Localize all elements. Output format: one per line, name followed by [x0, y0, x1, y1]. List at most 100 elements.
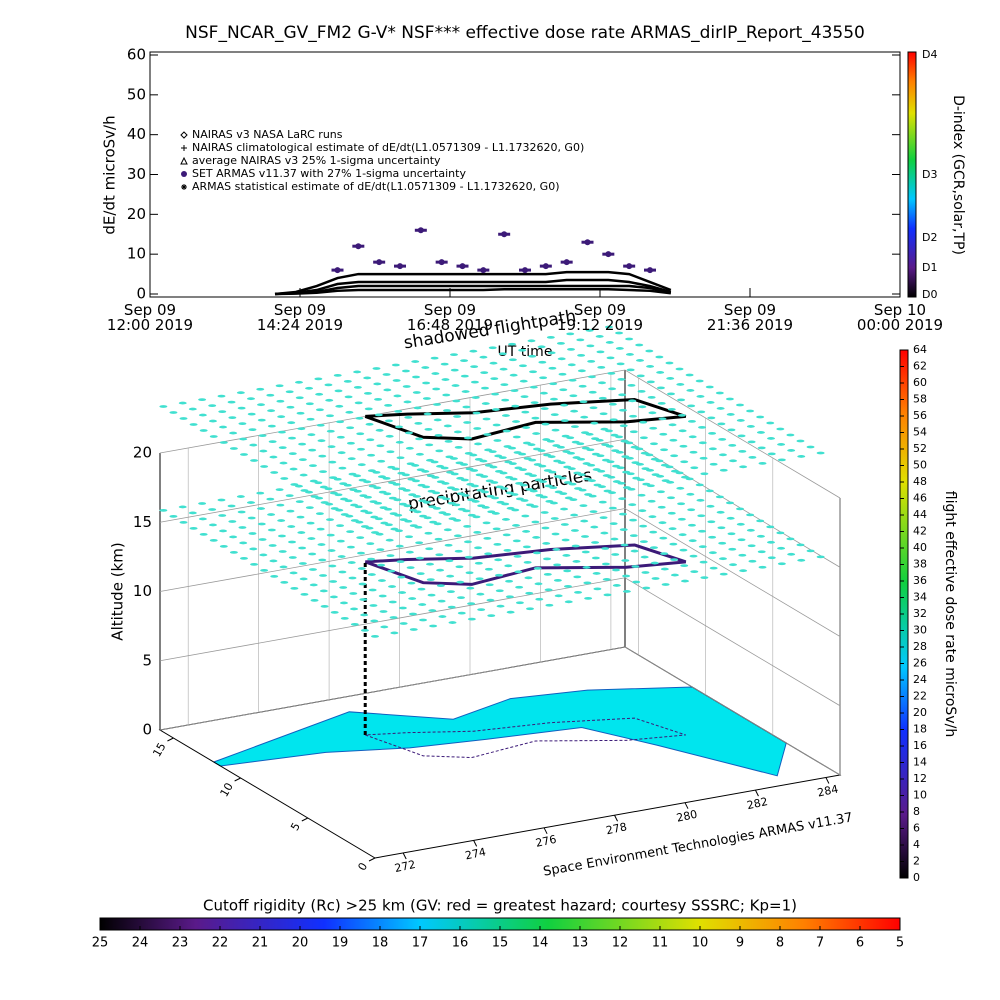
particle: [326, 518, 334, 522]
particle: [532, 551, 541, 555]
marker: [501, 231, 508, 238]
particle: [686, 389, 695, 392]
particle: [472, 411, 481, 415]
particle: [618, 393, 627, 397]
particle: [584, 596, 593, 600]
particle: [510, 493, 519, 496]
particle: [586, 344, 595, 348]
particle: [606, 460, 615, 464]
particle: [697, 514, 706, 518]
particle: [466, 586, 475, 590]
particle: [718, 557, 727, 561]
particle: [690, 570, 699, 574]
particle: [570, 529, 579, 532]
particle: [346, 545, 355, 549]
particle: [498, 352, 507, 356]
particle: [681, 579, 689, 583]
particle: [425, 443, 434, 447]
particle: [394, 529, 403, 533]
x-tick: [755, 789, 759, 797]
particle: [423, 412, 432, 416]
particle: [317, 439, 326, 443]
particle: [585, 432, 594, 436]
particle: [532, 536, 541, 539]
dindex-label: D0: [922, 288, 937, 301]
particle: [179, 521, 188, 524]
particle: [588, 494, 597, 498]
particle: [738, 553, 747, 557]
particle: [505, 595, 514, 599]
particle: [426, 578, 435, 582]
marker: [626, 263, 633, 270]
particle: [816, 451, 825, 455]
particle: [577, 473, 586, 477]
colorbar-label: 50: [913, 459, 927, 472]
particle: [777, 443, 786, 446]
particle: [445, 559, 454, 563]
particle: [413, 510, 422, 514]
particle: [443, 424, 452, 428]
particle: [346, 530, 355, 534]
particle: [579, 400, 588, 404]
particle: [479, 459, 488, 463]
particle: [422, 381, 431, 385]
particle: [308, 568, 317, 571]
particle: [229, 431, 238, 435]
z-tick-label: 15: [133, 513, 152, 531]
particle: [449, 353, 458, 357]
particle: [453, 518, 462, 522]
particle: [329, 580, 338, 583]
particle: [451, 384, 460, 387]
particle: [355, 416, 364, 420]
particle: [461, 494, 470, 497]
particle: [336, 420, 345, 424]
colorbar-label: 2: [913, 855, 920, 868]
particle: [605, 444, 614, 448]
particle: [679, 444, 688, 448]
particle: [640, 555, 649, 559]
particle: [319, 589, 328, 593]
marker: [459, 263, 466, 270]
particle: [738, 449, 747, 453]
particle: [501, 398, 510, 402]
particle: [248, 428, 257, 432]
particle: [767, 437, 776, 440]
particle: [659, 432, 668, 436]
particle: [278, 446, 287, 450]
particle: [287, 525, 296, 528]
particle: [686, 492, 695, 496]
colorbar-label: 10: [913, 789, 927, 802]
particle: [249, 547, 258, 551]
particle: [607, 475, 616, 479]
particle: [508, 462, 517, 466]
particle: [589, 406, 598, 410]
particle: [537, 449, 546, 453]
particle: [572, 560, 581, 563]
particle: [432, 506, 441, 510]
particle: [471, 396, 480, 399]
particle: [219, 441, 228, 444]
particle: [219, 545, 228, 548]
particle: [250, 459, 259, 462]
particle: [519, 483, 528, 487]
particle: [457, 596, 466, 600]
colorbar-label: 32: [913, 607, 927, 620]
particle: [514, 570, 523, 574]
particle: [328, 460, 337, 464]
particle: [405, 431, 414, 435]
particle: [460, 374, 469, 378]
colorbar-label: 64: [913, 343, 927, 356]
particle: [267, 424, 276, 428]
colorbar-label: 22: [913, 690, 927, 703]
particle: [239, 437, 248, 441]
marker: [334, 267, 341, 274]
particle: [219, 529, 228, 533]
particle: [776, 531, 785, 535]
particle: [474, 561, 483, 565]
particle: [294, 484, 303, 488]
particle: [512, 524, 521, 527]
particle: [513, 554, 522, 558]
particle: [424, 531, 433, 535]
marker: [438, 259, 445, 266]
particle: [580, 415, 589, 419]
